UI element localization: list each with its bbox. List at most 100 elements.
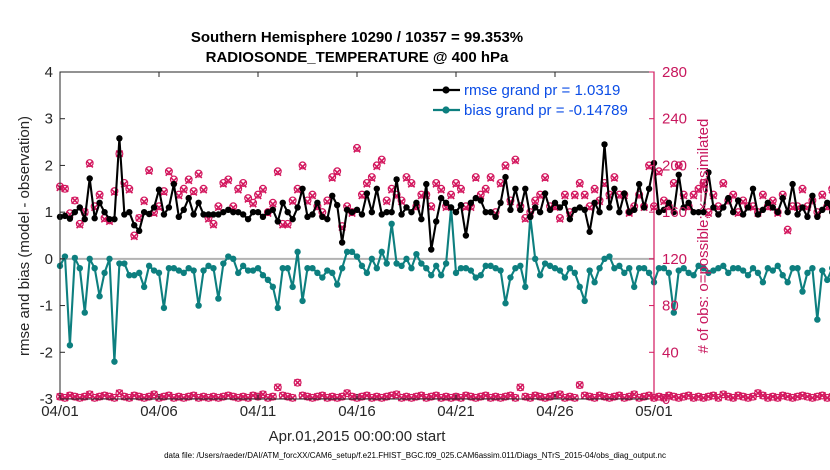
- bias-point: [150, 267, 158, 274]
- rmse-point: [106, 215, 113, 223]
- rmse-point: [645, 185, 653, 192]
- rmse-point: [249, 208, 257, 216]
- rmse-point: [393, 176, 400, 183]
- rmse-point: [730, 208, 737, 216]
- bias-point: [621, 269, 628, 277]
- obs-possible-point: [110, 187, 119, 196]
- bias-point: [804, 269, 811, 277]
- obs-possible-point: [377, 155, 386, 164]
- obs-assimilated-point: [486, 174, 495, 183]
- rmse-point: [91, 215, 98, 222]
- obs-assimilated-point: [749, 203, 757, 212]
- y-tick-label: 3: [45, 111, 53, 128]
- obs-assimilated-point: [293, 378, 302, 387]
- bias-point: [814, 316, 821, 323]
- rmse-point: [428, 246, 435, 253]
- obs-possible-point: [110, 393, 119, 402]
- rmse-point: [126, 208, 133, 216]
- bias-point: [799, 288, 806, 295]
- bias-point: [670, 309, 677, 316]
- bias-point: [294, 248, 301, 256]
- rmse-point: [809, 192, 816, 199]
- rmse-point: [150, 204, 158, 211]
- y2-tick-label: 200: [662, 157, 687, 174]
- bias-point: [442, 260, 450, 267]
- rmse-point: [378, 211, 385, 218]
- bias-point: [571, 269, 578, 277]
- obs-possible-point: [293, 378, 302, 387]
- bias-point: [136, 269, 143, 277]
- obs-possible-point: [70, 196, 79, 205]
- bias-point: [225, 253, 232, 260]
- bias-point: [616, 262, 623, 270]
- bias-point: [388, 220, 395, 228]
- rmse-point: [235, 208, 242, 216]
- bias-point: [487, 262, 494, 270]
- obs-possible-point: [773, 208, 782, 217]
- bias-point: [472, 274, 479, 281]
- bias-point: [705, 269, 712, 277]
- rmse-point: [413, 199, 420, 206]
- obs-assimilated-point: [95, 192, 104, 200]
- bias-point: [329, 269, 336, 277]
- bias-point: [423, 265, 430, 272]
- bias-point: [249, 267, 257, 274]
- obs-possible-point: [288, 196, 297, 205]
- rmse-point: [437, 194, 445, 202]
- bias-point: [363, 269, 371, 277]
- obs-possible-point: [179, 184, 188, 193]
- rmse-point: [556, 204, 564, 211]
- bias-point: [680, 265, 687, 272]
- rmse-point: [71, 208, 79, 216]
- obs-possible-point: [516, 383, 525, 392]
- rmse-point: [734, 197, 742, 204]
- obs-possible-point: [635, 190, 644, 199]
- bias-point: [551, 265, 559, 272]
- bias-point: [284, 265, 291, 272]
- rmse-point: [517, 206, 524, 214]
- rmse-point: [497, 199, 504, 206]
- bias-point: [338, 265, 346, 272]
- bias-point: [601, 255, 608, 263]
- obs-possible-point: [209, 219, 218, 228]
- y2-tick-label: 40: [662, 344, 679, 361]
- rmse-point: [710, 204, 717, 211]
- rmse-point: [462, 232, 470, 239]
- obs-possible-point: [85, 159, 94, 168]
- bias-point: [86, 255, 93, 263]
- bias-point: [289, 283, 296, 291]
- rmse-point: [175, 213, 182, 221]
- rmse-point: [725, 194, 732, 202]
- bias-point: [91, 265, 98, 272]
- rmse-point: [299, 185, 306, 192]
- bias-point: [259, 272, 267, 279]
- bias-point: [517, 262, 524, 270]
- obs-possible-point: [402, 173, 411, 182]
- bias-point: [532, 255, 539, 263]
- bias-point: [314, 269, 321, 277]
- obs-assimilated-point: [452, 180, 460, 188]
- rmse-point: [76, 204, 84, 211]
- bias-point: [576, 283, 583, 291]
- y-tick-label: -1: [40, 298, 53, 315]
- obs-possible-point: [288, 393, 297, 402]
- bias-point: [220, 260, 227, 267]
- obs-assimilated-point: [531, 197, 539, 206]
- rmse-point: [665, 199, 673, 206]
- bias-point: [175, 267, 182, 274]
- obs-possible-point: [397, 196, 406, 205]
- rmse-point: [319, 213, 326, 221]
- obs-assimilated-point: [140, 197, 148, 206]
- obs-possible-point: [590, 184, 599, 193]
- footnote: data file: /Users/raeder/DAI/ATM_forcXX/…: [164, 451, 666, 460]
- rmse-point: [165, 204, 173, 211]
- obs-possible-point: [818, 190, 827, 199]
- x-axis: 04/01 04/06 04/11 04/16 04/21 04/26 05/01: [41, 72, 673, 420]
- bias-point: [215, 295, 222, 302]
- bias-point: [477, 272, 484, 279]
- obs-possible-point: [140, 196, 149, 205]
- bias-point: [764, 265, 772, 272]
- obs-assimilated-point: [219, 180, 228, 188]
- rmse-point: [754, 211, 762, 218]
- rmse-point: [685, 199, 692, 206]
